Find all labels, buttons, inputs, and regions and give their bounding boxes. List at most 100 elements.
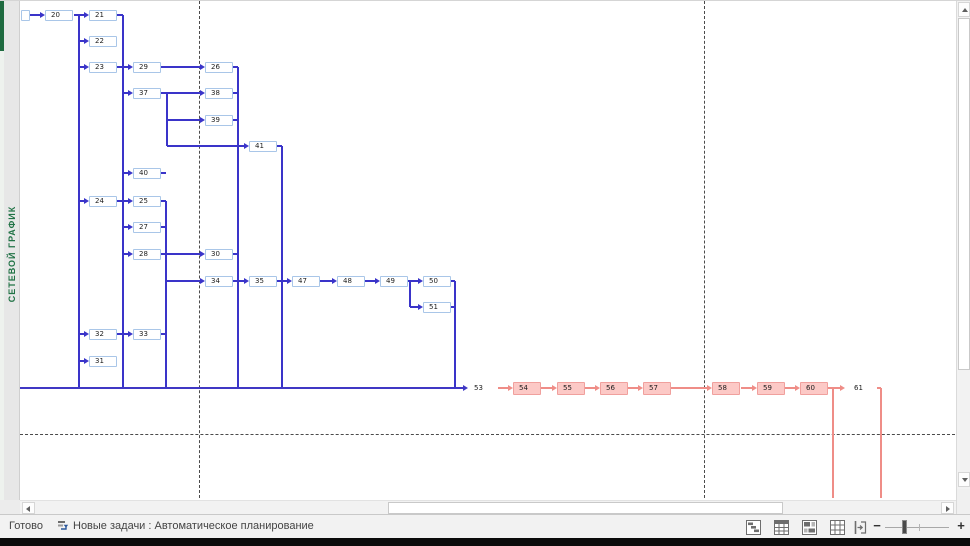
task-id-label: 59 [763, 384, 772, 392]
task-id-label: 32 [95, 330, 104, 338]
team-planner-view-button[interactable] [800, 518, 818, 536]
task-node-partial[interactable] [21, 10, 30, 21]
critical-link-line [877, 387, 881, 389]
task-node[interactable]: 41 [249, 141, 277, 152]
critical-task-node[interactable]: 61 [845, 382, 877, 395]
gantt-chart-view-icon [745, 519, 761, 535]
task-id-label: 41 [255, 142, 264, 150]
task-usage-view-button[interactable] [772, 518, 790, 536]
critical-task-node[interactable]: 58 [712, 382, 740, 395]
task-node[interactable]: 47 [292, 276, 320, 287]
task-node[interactable]: 33 [133, 329, 161, 340]
task-node[interactable]: 39 [205, 115, 233, 126]
task-id-label: 30 [211, 250, 220, 258]
link-arrowhead [128, 223, 133, 230]
link-arrowhead [40, 11, 45, 18]
task-id-label: 23 [95, 63, 104, 71]
zoom-slider-thumb[interactable] [902, 520, 907, 534]
scrollbar-corner [956, 489, 970, 514]
task-node[interactable]: 49 [380, 276, 408, 287]
task-id-label: 47 [298, 277, 307, 285]
task-node[interactable]: 25 [133, 196, 161, 207]
link-line [167, 145, 245, 147]
critical-task-node[interactable]: 53 [468, 382, 498, 395]
view-title-bar[interactable]: СЕТЕВОЙ ГРАФИК [4, 1, 20, 514]
zoom-slider-track[interactable] [885, 527, 949, 528]
task-id-label: 57 [649, 384, 658, 392]
task-id-label: 58 [718, 384, 727, 392]
task-node[interactable]: 48 [337, 276, 365, 287]
task-node[interactable]: 32 [89, 329, 117, 340]
link-arrowhead [128, 89, 133, 96]
scroll-up-button[interactable] [958, 2, 970, 17]
task-node[interactable]: 29 [133, 62, 161, 73]
scroll-down-button[interactable] [958, 472, 970, 487]
task-node[interactable]: 22 [89, 36, 117, 47]
horizontal-scroll-thumb[interactable] [388, 502, 783, 514]
link-arrowhead [795, 384, 800, 391]
vertical-scrollbar[interactable] [956, 1, 970, 489]
link-line [20, 387, 464, 390]
link-arrowhead [244, 142, 249, 149]
task-node[interactable]: 27 [133, 222, 161, 233]
new-tasks-mode-label[interactable]: Новые задачи : Автоматическое планирован… [73, 520, 314, 532]
critical-task-node[interactable]: 54 [513, 382, 541, 395]
link-line [161, 66, 201, 68]
link-line [117, 200, 129, 202]
link-line [277, 145, 282, 147]
link-line [161, 92, 201, 94]
task-node[interactable]: 50 [423, 276, 451, 287]
task-node[interactable]: 51 [423, 302, 451, 313]
resource-sheet-view-button[interactable] [828, 518, 846, 536]
scroll-left-button[interactable] [22, 502, 35, 514]
link-arrowhead [287, 277, 292, 284]
task-node[interactable]: 34 [205, 276, 233, 287]
link-line [161, 226, 166, 228]
task-node[interactable]: 24 [89, 196, 117, 207]
left-arrow-icon [26, 506, 30, 512]
task-id-label: 25 [139, 197, 148, 205]
horizontal-scrollbar[interactable] [20, 500, 956, 514]
link-arrowhead [840, 384, 845, 391]
zoom-out-button[interactable]: − [873, 518, 881, 533]
link-line [117, 333, 129, 335]
vertical-scroll-thumb[interactable] [958, 18, 970, 370]
network-diagram-canvas[interactable]: 20 21 22 23 29 26 37 38 39 41 40 24 25 27 28 30 34 35 47 48… [20, 1, 956, 500]
task-node[interactable]: 35 [249, 276, 277, 287]
task-node[interactable]: 23 [89, 62, 117, 73]
task-id-label: 49 [386, 277, 395, 285]
critical-link-line [832, 388, 834, 498]
critical-task-node[interactable]: 57 [643, 382, 671, 395]
task-node[interactable]: 28 [133, 249, 161, 260]
critical-link-line [741, 387, 753, 389]
link-line [233, 66, 238, 68]
task-node[interactable]: 40 [133, 168, 161, 179]
up-arrow-icon [962, 8, 968, 12]
task-node[interactable]: 26 [205, 62, 233, 73]
task-node[interactable]: 21 [89, 10, 117, 21]
link-arrowhead [128, 169, 133, 176]
link-arrowhead [375, 277, 380, 284]
form-view-button[interactable] [851, 518, 869, 536]
task-node[interactable]: 38 [205, 88, 233, 99]
taskbar-edge [0, 538, 970, 546]
task-id-label: 54 [519, 384, 528, 392]
link-arrowhead [128, 250, 133, 257]
scroll-right-button[interactable] [941, 502, 954, 514]
critical-task-node[interactable]: 60 [800, 382, 828, 395]
task-node[interactable]: 20 [45, 10, 73, 21]
task-node[interactable]: 30 [205, 249, 233, 260]
critical-task-node[interactable]: 55 [557, 382, 585, 395]
page-break-horizontal [20, 434, 955, 435]
task-node[interactable]: 31 [89, 356, 117, 367]
critical-task-node[interactable]: 56 [600, 382, 628, 395]
critical-task-node[interactable]: 59 [757, 382, 785, 395]
gantt-chart-view-button[interactable] [744, 518, 762, 536]
task-id-label: 34 [211, 277, 220, 285]
task-node[interactable]: 37 [133, 88, 161, 99]
zoom-in-button[interactable]: + [957, 518, 965, 533]
critical-link-line [628, 387, 639, 389]
task-id-label: 37 [139, 89, 148, 97]
scrollbar-left-gap [0, 500, 20, 514]
link-arrowhead [84, 330, 89, 337]
